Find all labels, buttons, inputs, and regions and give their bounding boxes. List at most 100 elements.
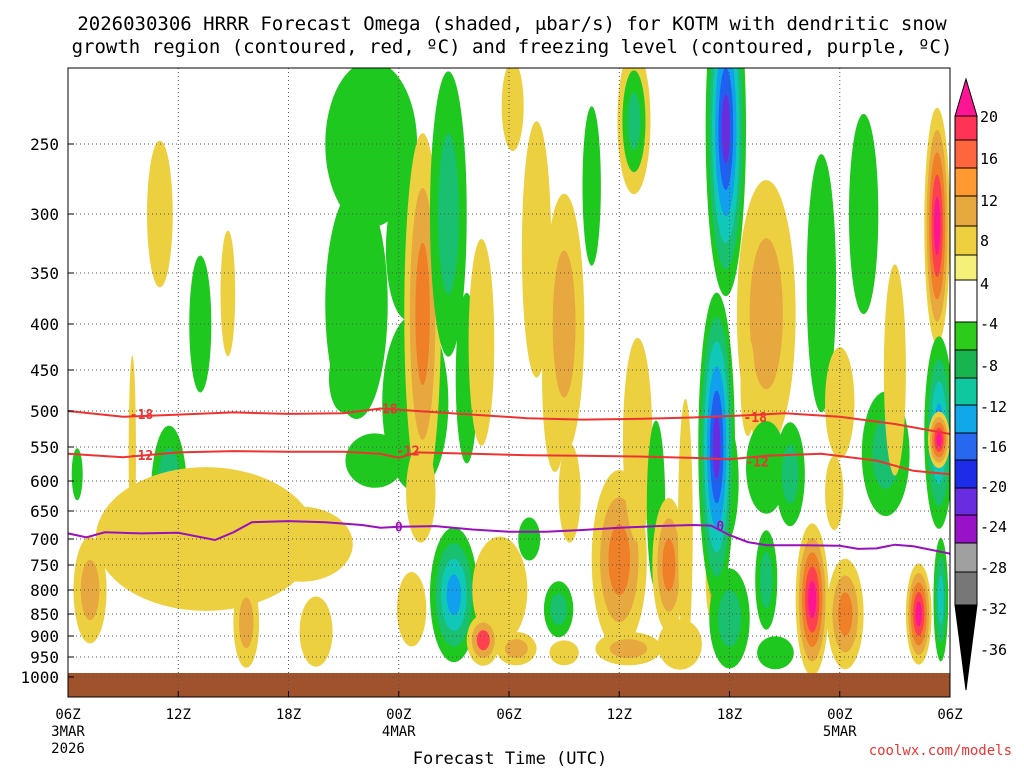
omega-cell-16-level--4 xyxy=(345,433,405,488)
omega-cell-12-level--4 xyxy=(328,343,359,413)
colorbar-segment-8 xyxy=(954,321,978,351)
contour-dgz_lower xyxy=(67,450,951,476)
omega-cell-25-level-16 xyxy=(476,630,490,651)
colorbar-label--24: -24 xyxy=(980,518,1007,536)
colorbar-segment-9 xyxy=(954,349,978,379)
colorbar-label-8: 8 xyxy=(980,232,989,250)
omega-shading xyxy=(71,68,950,676)
x-tick-label-42: 00Z xyxy=(827,707,852,723)
colorbar-segment-10 xyxy=(954,377,978,406)
credit-link[interactable]: coolwx.com/models xyxy=(869,743,1012,759)
y-tick-label-1000: 1000 xyxy=(20,668,59,687)
omega-cell-17-level-12 xyxy=(415,242,430,385)
y-tick-label-350: 350 xyxy=(30,264,59,283)
omega-cell-6-level-4 xyxy=(220,230,236,357)
colorbar-segment-0 xyxy=(954,77,978,117)
y-axis: 250 300 350 400 450 500 550 600 650 700 750 800 850 9… xyxy=(20,135,74,687)
contour-label-dgz_lower: -12 xyxy=(745,455,768,470)
contour-label-dgz_upper: -18 xyxy=(743,411,767,426)
omega-cell-9-level-4 xyxy=(249,506,353,582)
x-tick-label-12: 18Z xyxy=(276,707,301,723)
colorbar-label--8: -8 xyxy=(980,357,998,375)
colorbar-segment-17 xyxy=(954,571,978,606)
omega-cell-13-level--4 xyxy=(325,68,418,228)
omega-cell-48-level--8 xyxy=(718,590,741,647)
contour-label-dgz_upper: -18 xyxy=(130,408,154,423)
omega-cell-8-level-8 xyxy=(238,597,254,649)
omega-cell-37-level-8 xyxy=(609,639,648,659)
y-tick-label-800: 800 xyxy=(30,581,59,600)
omega-cell-39-level-4 xyxy=(622,337,653,542)
omega-cell-31-level--8 xyxy=(550,593,567,626)
omega-cell-1-level--4 xyxy=(71,448,83,501)
x-tick-date-18: 4MAR xyxy=(382,724,416,740)
colorbar-segment-16 xyxy=(954,542,978,573)
y-tick-label-950: 950 xyxy=(30,648,59,667)
colorbar: 20 16 12 8 4 -4 -8 -12 -16 -20 -24 -28 -32 -36 xyxy=(954,77,1007,691)
colorbar-segment-1 xyxy=(954,115,978,141)
x-axis-label: Forecast Time (UTC) xyxy=(413,749,607,768)
omega-cell-35-level--4 xyxy=(582,106,601,266)
x-tick-label-30: 12Z xyxy=(607,707,632,723)
colorbar-label--4: -4 xyxy=(980,315,998,333)
colorbar-segment-5 xyxy=(954,225,978,256)
omega-cell-46-level--24 xyxy=(721,94,730,164)
y-tick-label-500: 500 xyxy=(30,402,59,421)
colorbar-label--28: -28 xyxy=(980,559,1007,577)
x-tick-label-18: 00Z xyxy=(386,707,411,723)
x-tick-label-0: 06Z xyxy=(55,707,80,723)
x-tick-label-48: 06Z xyxy=(937,707,962,723)
contour-label-dgz_lower: -12 xyxy=(396,444,419,459)
x-tick-label-24: 06Z xyxy=(496,707,521,723)
y-tick-label-450: 450 xyxy=(30,361,59,380)
omega-cell-62-level-4 xyxy=(883,264,906,476)
omega-cell-60-level-4 xyxy=(825,347,855,459)
colorbar-segment-13 xyxy=(954,459,978,489)
omega-cell-10-level-4 xyxy=(299,596,333,667)
chart-title-line-1: 2026030306 HRRR Forecast Omega (shaded, … xyxy=(77,13,947,35)
omega-cell-67-level--12 xyxy=(937,575,944,624)
omega-cell-33-level-4 xyxy=(558,443,581,543)
omega-cell-66-level-20 xyxy=(936,432,942,447)
omega-cell-49-level-8 xyxy=(749,238,783,390)
y-tick-label-550: 550 xyxy=(30,438,59,457)
x-tick-label-36: 18Z xyxy=(717,707,742,723)
omega-cell-19-level-4 xyxy=(396,572,427,647)
omega-cell-3-level-4 xyxy=(147,140,173,288)
y-tick-label-600: 600 xyxy=(30,472,59,491)
colorbar-label-16: 16 xyxy=(980,150,998,168)
colorbar-label--32: -32 xyxy=(980,600,1007,618)
y-tick-label-650: 650 xyxy=(30,502,59,521)
omega-cell-58-level--4 xyxy=(806,154,837,413)
omega-cell-52-level--8 xyxy=(781,444,799,504)
omega-cell-59-level--4 xyxy=(848,113,879,315)
colorbar-label--12: -12 xyxy=(980,398,1007,416)
colorbar-segment-11 xyxy=(954,404,978,434)
omega-cell-36-level-12 xyxy=(608,524,631,596)
contour-label-freezing: 0 xyxy=(395,521,403,536)
omega-cell-0-level-8 xyxy=(80,559,100,621)
omega-cell-38-level--8 xyxy=(627,92,641,150)
x-tick-year-0: 2026 xyxy=(51,741,85,757)
contour-lines: -18 -18 -18 -12 -12 -12 0 0 xyxy=(67,403,951,555)
contour-label-dgz_upper: -18 xyxy=(374,403,398,418)
omega-cell-43-level-4 xyxy=(657,619,702,670)
omega-cell-30-level--4 xyxy=(518,517,541,561)
colorbar-segment-6 xyxy=(954,254,978,281)
y-tick-label-700: 700 xyxy=(30,530,59,549)
colorbar-segment-3 xyxy=(954,167,978,197)
x-tick-label-6: 12Z xyxy=(166,707,191,723)
colorbar-segment-14 xyxy=(954,487,978,516)
omega-cell-53-level--8 xyxy=(760,551,773,609)
omega-cell-57-level-4 xyxy=(825,456,844,530)
y-tick-label-850: 850 xyxy=(30,605,59,624)
colorbar-label-20: 20 xyxy=(980,108,998,126)
contour-dgz_upper xyxy=(67,407,951,435)
omega-cell-27-level-4 xyxy=(521,121,552,378)
colorbar-segment-4 xyxy=(954,195,978,227)
omega-cell-56-level-12 xyxy=(838,592,853,636)
colorbar-label--16: -16 xyxy=(980,438,1007,456)
colorbar-segment-18 xyxy=(954,604,978,691)
omega-cell-34-level-4 xyxy=(549,640,579,666)
